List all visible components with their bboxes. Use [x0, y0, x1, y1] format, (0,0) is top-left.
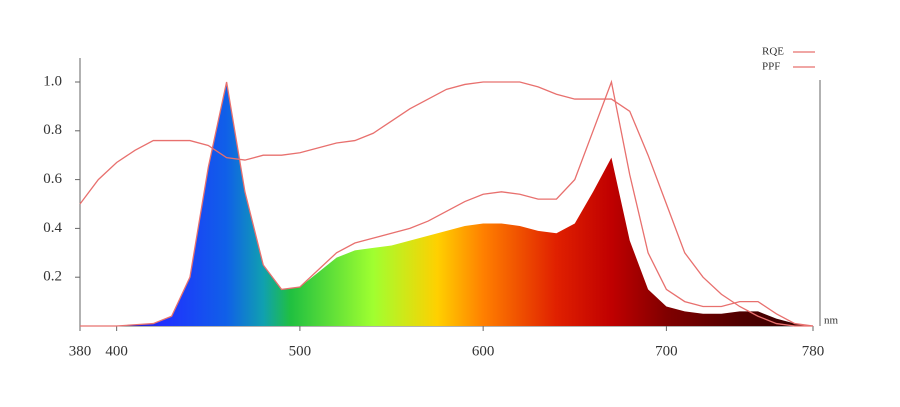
- legend-label: PPF: [762, 61, 780, 73]
- series-line: [80, 79, 814, 327]
- y-tick-label: 0.2: [43, 269, 62, 285]
- x-tick-label: 400: [105, 343, 128, 359]
- x-unit: nm: [824, 315, 839, 327]
- y-tick-label: 0.8: [43, 122, 62, 138]
- legend-label: RQE: [762, 46, 784, 58]
- x-tick-label: 500: [289, 343, 312, 359]
- y-tick-label: 0.6: [43, 171, 62, 187]
- x-tick-label: 700: [655, 343, 678, 359]
- series-line: [79, 81, 813, 327]
- y-tick-label: 1.0: [43, 73, 62, 89]
- x-tick-label: 380: [69, 343, 92, 359]
- x-tick-label: 600: [472, 343, 495, 359]
- y-tick-label: 0.4: [43, 220, 62, 236]
- x-tick-label: 780: [802, 343, 825, 359]
- spectrum-area: [80, 82, 813, 326]
